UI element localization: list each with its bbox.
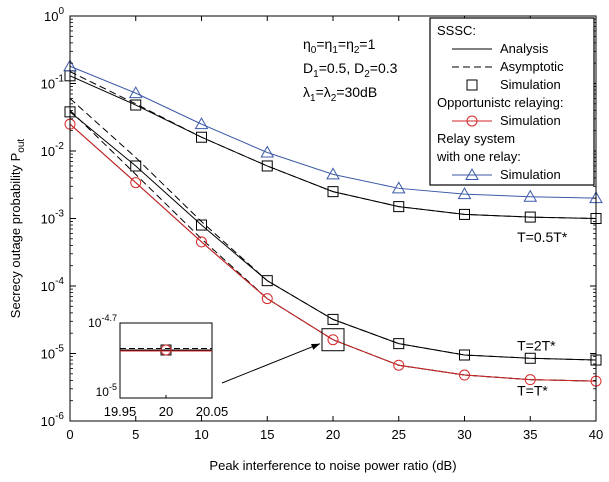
circle-marker (327, 334, 339, 346)
legend: SSSC: Analysis Asymptotic Simulation Opportu… (429, 17, 595, 186)
simulation-line (69, 65, 597, 199)
x-tick-label: 15 (260, 427, 274, 442)
inset-frame (119, 322, 213, 399)
y-tick-label: 10-4 (41, 276, 65, 294)
square-marker (261, 160, 273, 172)
labels: T=0.5T* T=2T* T=T* η0=η1=η2=1 D1=0.5, D2=0.3… (303, 36, 568, 398)
x-axis-label: Peak interference to noise power ratio (… (209, 458, 456, 473)
square-marker (327, 186, 339, 198)
square-marker (130, 99, 142, 111)
param-lambda: λ1=λ2=30dB (303, 84, 377, 104)
triangle-marker (523, 189, 538, 202)
zoom-arrow (221, 343, 321, 384)
triangle-marker (465, 167, 479, 180)
circle-marker (459, 369, 470, 381)
triangle-marker (326, 167, 340, 180)
square-marker (459, 349, 470, 361)
inset-y-tick-label: 10-5 (96, 382, 117, 399)
square-marker (196, 219, 207, 231)
square-marker (524, 211, 536, 223)
square-marker (524, 352, 536, 364)
legend-entry-label: Asymptotic (500, 59, 564, 74)
square-marker (393, 338, 405, 350)
inset-x-tick-label: 20 (159, 404, 173, 419)
circle-marker (524, 374, 536, 386)
zoom-arrowhead (311, 343, 320, 350)
legend-entry-label: Simulation (500, 167, 561, 182)
x-tick-label: 20 (326, 427, 340, 442)
curve-annotation: T=0.5T* (517, 229, 568, 245)
legend-group-header: Opportunistc relaying: (437, 95, 563, 110)
square-marker (459, 208, 470, 220)
x-tick-label: 10 (194, 427, 208, 442)
square-marker (196, 131, 207, 143)
inset-y-tick-label: 10-4.7 (88, 313, 117, 330)
y-tick-label: 10-5 (41, 344, 65, 362)
triangle-marker (260, 145, 275, 158)
inset-zoom: 19.95 20 20.05 10-4.7 10-5 (88, 313, 345, 419)
circle-marker (466, 115, 478, 127)
triangle-marker (391, 181, 406, 194)
x-tick-label: 30 (457, 427, 471, 442)
y-tick-label: 10-1 (41, 74, 65, 92)
x-tick-label: 35 (523, 427, 537, 442)
legend-entry-label: Analysis (500, 41, 549, 56)
circle-marker (261, 293, 273, 305)
x-tick-label: 40 (589, 427, 603, 442)
legend-entry-label: Simulation (500, 77, 561, 92)
inset-x-tick-label: 20.05 (196, 404, 229, 419)
y-tick-label: 10-6 (41, 411, 65, 429)
square-marker (466, 79, 478, 91)
curve-annotation: T=T* (517, 382, 548, 398)
y-tick-label: 10-3 (41, 209, 65, 227)
series-layer (63, 59, 603, 387)
y-tick-label: 10-2 (41, 141, 65, 159)
asymptotic-line (69, 98, 597, 361)
param-eta: η0=η1=η2=1 (303, 36, 376, 56)
zoom-region-box (321, 328, 345, 352)
square-marker (393, 201, 405, 213)
asymptotic-line (69, 71, 597, 219)
simulation-line (69, 123, 597, 382)
circle-marker (130, 177, 142, 189)
x-tick-label: 0 (66, 427, 73, 442)
y-tick-label: 100 (44, 6, 64, 24)
triangle-marker (194, 117, 209, 130)
legend-entry-label: Simulation (500, 113, 561, 128)
x-tick-label: 25 (392, 427, 406, 442)
triangle-marker (128, 86, 143, 99)
circle-marker (196, 236, 207, 248)
legend-box (429, 17, 595, 186)
legend-group-header: Relay system (437, 131, 515, 146)
inset-x-tick-label: 19.95 (104, 404, 137, 419)
triangle-marker (457, 187, 472, 200)
y-axis-label: Secrecy outage probability Pout (8, 139, 27, 319)
circle-marker (160, 344, 172, 356)
legend-group-header: SSSC: (437, 23, 476, 38)
square-marker (261, 275, 273, 287)
legend-group-header: with one relay: (436, 149, 521, 164)
square-marker (327, 313, 339, 325)
square-marker (130, 160, 142, 172)
circle-marker (393, 359, 405, 371)
curve-annotation: T=2T* (517, 338, 556, 354)
x-tick-label: 5 (132, 427, 139, 442)
param-d: D1=0.5, D2=0.3 (303, 60, 398, 80)
